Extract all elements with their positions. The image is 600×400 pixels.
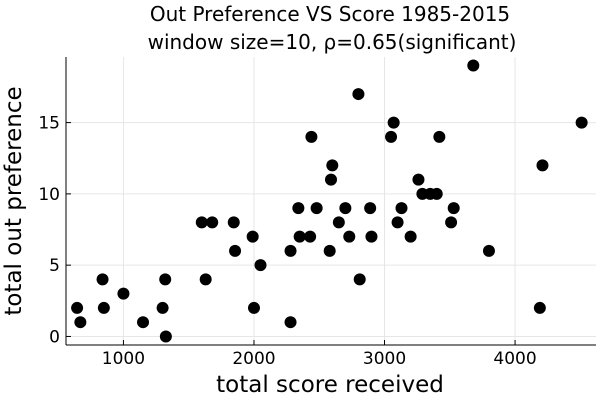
data-point: [159, 273, 172, 286]
x-tick-label: 1000: [102, 349, 145, 369]
chart-title: Out Preference VS Score 1985-2015: [150, 2, 510, 26]
data-point: [430, 187, 443, 200]
data-point: [332, 216, 345, 229]
x-tick-label: 3000: [363, 349, 406, 369]
data-point: [246, 230, 259, 243]
data-point: [229, 244, 242, 257]
data-point: [387, 116, 400, 129]
data-point: [325, 173, 337, 186]
chart-subtitle: window size=10, ρ=0.65(significant): [148, 30, 517, 54]
data-point: [364, 202, 377, 215]
axes: [65, 57, 596, 346]
data-point: [536, 159, 549, 172]
data-point: [254, 259, 267, 272]
data-points: [71, 59, 588, 343]
data-point: [447, 202, 460, 215]
data-point: [323, 244, 336, 257]
data-point: [326, 159, 339, 172]
data-point: [292, 202, 305, 215]
grid: [66, 57, 596, 345]
data-point: [433, 130, 446, 143]
data-point: [305, 130, 318, 143]
y-axis-label: total out preference: [1, 86, 27, 315]
data-point: [199, 273, 212, 286]
data-point: [137, 316, 150, 329]
data-point: [71, 301, 84, 314]
data-point: [159, 330, 172, 343]
data-point: [412, 173, 425, 186]
data-point: [293, 230, 306, 243]
data-point: [227, 216, 240, 229]
x-tick-label: 4000: [493, 349, 536, 369]
data-point: [284, 244, 297, 257]
data-point: [97, 301, 110, 314]
data-point: [284, 316, 297, 329]
data-point: [96, 273, 109, 286]
data-point: [247, 301, 260, 314]
data-point: [482, 244, 495, 257]
data-point: [353, 273, 366, 286]
y-tick-label: 10: [38, 185, 60, 205]
x-tick-label: 2000: [232, 349, 275, 369]
data-point: [343, 230, 356, 243]
data-point: [385, 130, 398, 143]
y-tick-label: 15: [38, 114, 60, 134]
y-tick-label: 0: [49, 327, 60, 347]
data-point: [339, 202, 352, 215]
data-point: [74, 316, 87, 329]
data-point: [304, 230, 317, 243]
data-point: [310, 202, 323, 215]
data-point: [195, 216, 208, 229]
data-point: [365, 230, 378, 243]
data-point: [575, 116, 588, 129]
data-point: [445, 216, 458, 229]
y-tick-label: 5: [49, 256, 60, 276]
x-axis-label: total score received: [216, 372, 444, 398]
data-point: [391, 216, 404, 229]
data-point: [467, 59, 480, 72]
ticks: 1000 2000 3000 4000 0 5 10 15: [38, 114, 536, 369]
data-point: [117, 287, 130, 300]
data-point: [395, 202, 408, 215]
data-point: [352, 88, 365, 101]
data-point: [533, 301, 546, 314]
data-point: [156, 301, 169, 314]
data-point: [404, 230, 417, 243]
data-point: [206, 216, 219, 229]
